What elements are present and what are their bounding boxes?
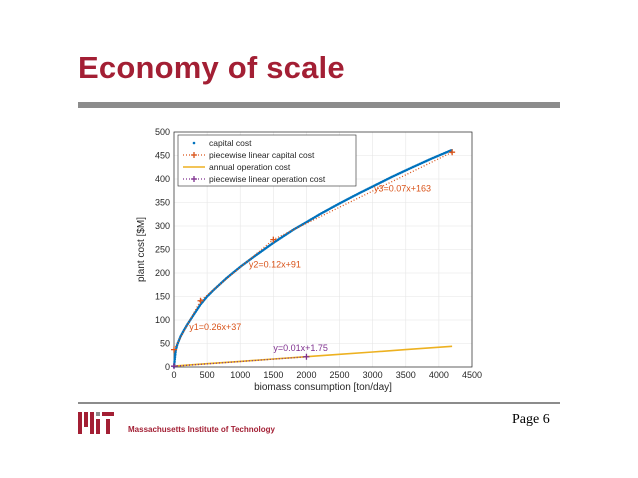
title-divider bbox=[78, 102, 560, 108]
legend-marker bbox=[191, 176, 197, 182]
piecewise-operation-marker bbox=[303, 353, 310, 360]
legend-marker bbox=[192, 141, 196, 145]
equation-annotation: y3=0.07x+163 bbox=[374, 184, 431, 194]
piecewise-operation-line bbox=[173, 356, 307, 367]
piecewise-operation-marker bbox=[171, 363, 177, 370]
piecewise-capital-line bbox=[173, 151, 453, 350]
piecewise-capital-marker bbox=[270, 236, 277, 243]
x-tick-label: 3500 bbox=[396, 370, 416, 380]
x-axis-label: biomass consumption [ton/day] bbox=[254, 382, 392, 393]
legend-marker bbox=[191, 152, 197, 158]
x-tick-label: 4000 bbox=[429, 370, 449, 380]
x-tick-label: 1500 bbox=[263, 370, 283, 380]
y-tick-label: 450 bbox=[155, 151, 170, 161]
y-tick-label: 200 bbox=[155, 268, 170, 278]
page-number: Page 6 bbox=[512, 412, 550, 427]
institution-name: Massachusetts Institute of Technology bbox=[128, 425, 275, 434]
legend-box bbox=[177, 134, 357, 187]
x-tick-label: 3000 bbox=[363, 370, 383, 380]
x-tick-label: 500 bbox=[200, 370, 215, 380]
y-tick-label: 350 bbox=[155, 198, 170, 208]
legend-label: piecewise linear operation cost bbox=[209, 174, 326, 184]
equation-annotation: y2=0.12x+91 bbox=[249, 259, 301, 269]
cost-chart: 0 500 1000 1500 2000 2500 3000 3500 4000 4500 0 50 1… bbox=[136, 127, 482, 393]
x-tick-label: 1000 bbox=[230, 370, 250, 380]
capital-cost-point bbox=[338, 202, 341, 205]
capital-cost-point bbox=[411, 166, 414, 168]
y-tick-label: 500 bbox=[155, 127, 170, 137]
y-tick-label: 50 bbox=[160, 339, 170, 349]
x-tick-label: 4500 bbox=[462, 370, 482, 380]
x-tick-label: 0 bbox=[171, 370, 176, 380]
capital-cost-point bbox=[199, 303, 202, 306]
capital-cost-series bbox=[172, 148, 454, 369]
capital-cost-point bbox=[391, 175, 394, 178]
legend: capital cost piecewise linear capital cos… bbox=[177, 134, 357, 187]
slide-title: Economy of scale bbox=[78, 50, 345, 85]
equation-annotation: y1=0.26x+37 bbox=[189, 322, 241, 332]
x-tick-label: 2000 bbox=[296, 370, 316, 380]
y-axis-label: plant cost [$M] bbox=[136, 217, 147, 282]
capital-cost-point bbox=[358, 192, 361, 194]
piecewise-capital-marker bbox=[171, 346, 177, 353]
y-tick-label: 250 bbox=[155, 245, 170, 255]
footer-divider bbox=[78, 402, 560, 404]
equation-annotation: y=0.01x+1.75 bbox=[273, 343, 328, 353]
x-tick-label: 2500 bbox=[330, 370, 350, 380]
y-tick-label: 100 bbox=[155, 315, 170, 325]
capital-cost-point bbox=[371, 185, 374, 188]
chart-container: 0 500 1000 1500 2000 2500 3000 3500 4000 4500 0 50 1… bbox=[130, 120, 490, 400]
y-tick-label: 400 bbox=[155, 174, 170, 184]
legend-label: capital cost bbox=[209, 138, 252, 148]
mit-logo-icon bbox=[78, 412, 114, 434]
capital-cost-point bbox=[305, 221, 308, 223]
y-tick-label: 0 bbox=[165, 362, 170, 372]
piecewise-capital-marker bbox=[449, 149, 456, 156]
legend-label: piecewise linear capital cost bbox=[209, 150, 315, 160]
y-tick-label: 300 bbox=[155, 221, 170, 231]
legend-label: annual operation cost bbox=[209, 162, 291, 172]
capital-cost-point bbox=[318, 213, 321, 215]
plot-frame bbox=[173, 131, 473, 368]
y-tick-label: 150 bbox=[155, 292, 170, 302]
capital-cost-point bbox=[292, 229, 294, 231]
piecewise-capital-marker bbox=[197, 297, 204, 304]
capital-cost-point bbox=[431, 157, 433, 160]
